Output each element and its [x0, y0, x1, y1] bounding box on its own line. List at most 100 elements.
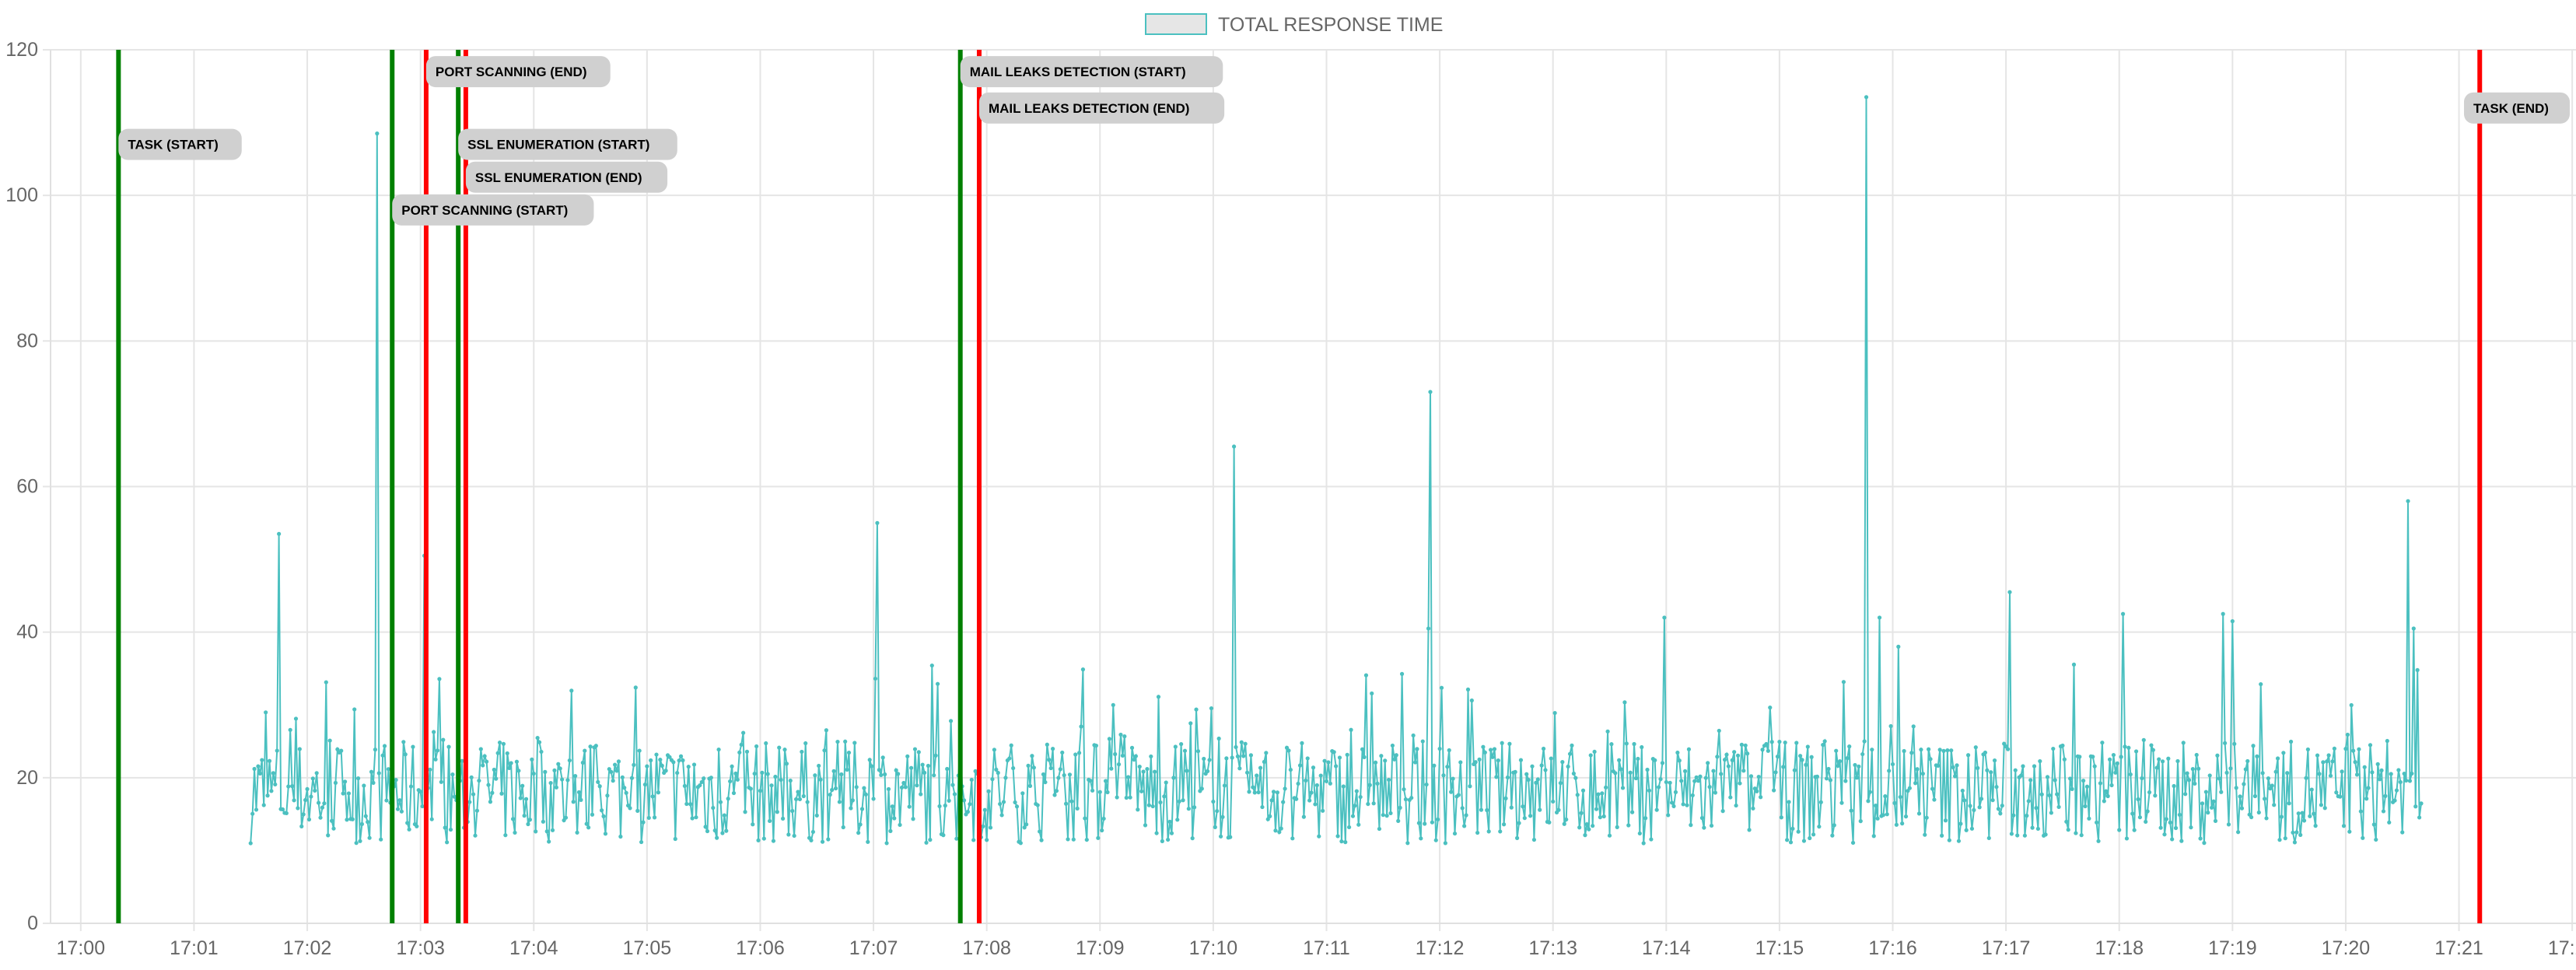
- data-point: [320, 805, 325, 810]
- data-point: [2071, 662, 2077, 667]
- data-point: [1007, 756, 1012, 761]
- data-point: [1311, 765, 1316, 770]
- data-point: [1741, 769, 1746, 773]
- data-point: [1350, 814, 1356, 818]
- data-point: [1976, 765, 1980, 770]
- data-point: [711, 805, 716, 811]
- data-point: [1666, 813, 1671, 818]
- data-point: [1370, 691, 1374, 696]
- data-point: [1235, 754, 1241, 758]
- data-point: [737, 750, 742, 755]
- data-point: [1940, 833, 1944, 838]
- data-point: [1441, 773, 1446, 778]
- data-point: [1296, 781, 1300, 786]
- data-point: [1964, 828, 1969, 832]
- data-point: [1609, 742, 1614, 747]
- data-point: [1460, 806, 1465, 811]
- data-point: [322, 801, 327, 806]
- data-point: [1860, 751, 1865, 757]
- data-point: [2275, 756, 2280, 761]
- data-point: [346, 791, 352, 796]
- data-point: [2092, 764, 2097, 769]
- data-point: [1489, 748, 1493, 752]
- data-point: [886, 786, 891, 792]
- data-point: [1867, 790, 1872, 794]
- data-point: [579, 797, 583, 802]
- data-point: [1275, 790, 1279, 795]
- legend-swatch[interactable]: [1145, 13, 1207, 35]
- data-point: [1063, 801, 1069, 806]
- data-point: [260, 758, 264, 762]
- data-point: [1836, 763, 1840, 769]
- data-point: [503, 833, 508, 838]
- data-point: [313, 788, 317, 793]
- data-point: [1870, 748, 1874, 752]
- data-point: [1153, 769, 1157, 774]
- data-point: [1307, 798, 1312, 803]
- data-point: [1824, 776, 1829, 781]
- data-point: [1883, 794, 1888, 799]
- legend[interactable]: TOTAL RESPONSE TIME: [1145, 13, 1443, 36]
- data-point: [2098, 781, 2103, 786]
- data-point: [699, 779, 704, 785]
- data-point: [1832, 823, 1836, 828]
- data-point: [2413, 804, 2418, 809]
- data-point: [2166, 756, 2171, 761]
- data-point: [1522, 816, 1527, 821]
- data-point: [2104, 789, 2109, 793]
- data-point: [2338, 794, 2343, 799]
- data-point: [271, 771, 275, 776]
- data-point: [2043, 832, 2048, 837]
- data-point: [584, 821, 589, 826]
- data-point: [1031, 765, 1036, 770]
- data-point: [2117, 828, 2122, 832]
- data-point: [994, 767, 999, 772]
- data-point: [1137, 764, 1142, 769]
- data-point: [1462, 824, 1467, 828]
- data-point: [1186, 807, 1191, 811]
- data-point: [2130, 811, 2135, 816]
- data-point: [527, 818, 532, 822]
- data-point: [784, 762, 789, 766]
- annotation-label-bg: [2464, 92, 2570, 124]
- data-point: [1717, 728, 1721, 734]
- data-point: [1535, 777, 1540, 782]
- data-point: [1900, 821, 1905, 826]
- data-point: [720, 831, 725, 835]
- data-point: [903, 785, 908, 790]
- data-point: [1190, 836, 1195, 841]
- data-point: [2394, 788, 2399, 793]
- data-point: [1821, 742, 1825, 748]
- data-point: [452, 794, 457, 799]
- data-point: [1317, 834, 1321, 839]
- data-point: [793, 797, 799, 802]
- data-point: [1264, 751, 1269, 755]
- data-point: [1268, 814, 1272, 818]
- data-point: [1313, 802, 1318, 807]
- data-point: [2109, 783, 2114, 788]
- data-point: [2410, 771, 2414, 776]
- data-point: [1349, 727, 1353, 732]
- data-point: [1301, 814, 1306, 819]
- data-point: [433, 757, 438, 762]
- data-point: [405, 821, 410, 825]
- data-point: [1402, 787, 1406, 792]
- data-point: [2383, 793, 2388, 798]
- data-point: [616, 759, 621, 764]
- data-point: [779, 777, 783, 783]
- data-point: [2326, 753, 2331, 758]
- data-point: [985, 838, 989, 842]
- data-point: [2351, 748, 2356, 753]
- data-point: [1304, 778, 1308, 783]
- data-point: [1001, 800, 1006, 804]
- data-point: [1951, 765, 1955, 770]
- legend-label[interactable]: TOTAL RESPONSE TIME: [1218, 14, 1443, 36]
- x-tick-label: 17:15: [1755, 937, 1804, 959]
- data-point: [1124, 795, 1129, 800]
- data-point: [596, 779, 600, 784]
- data-point: [547, 839, 551, 844]
- data-point: [1755, 789, 1759, 793]
- data-point: [2000, 804, 2004, 808]
- data-point: [1541, 746, 1546, 751]
- data-point: [1141, 769, 1146, 774]
